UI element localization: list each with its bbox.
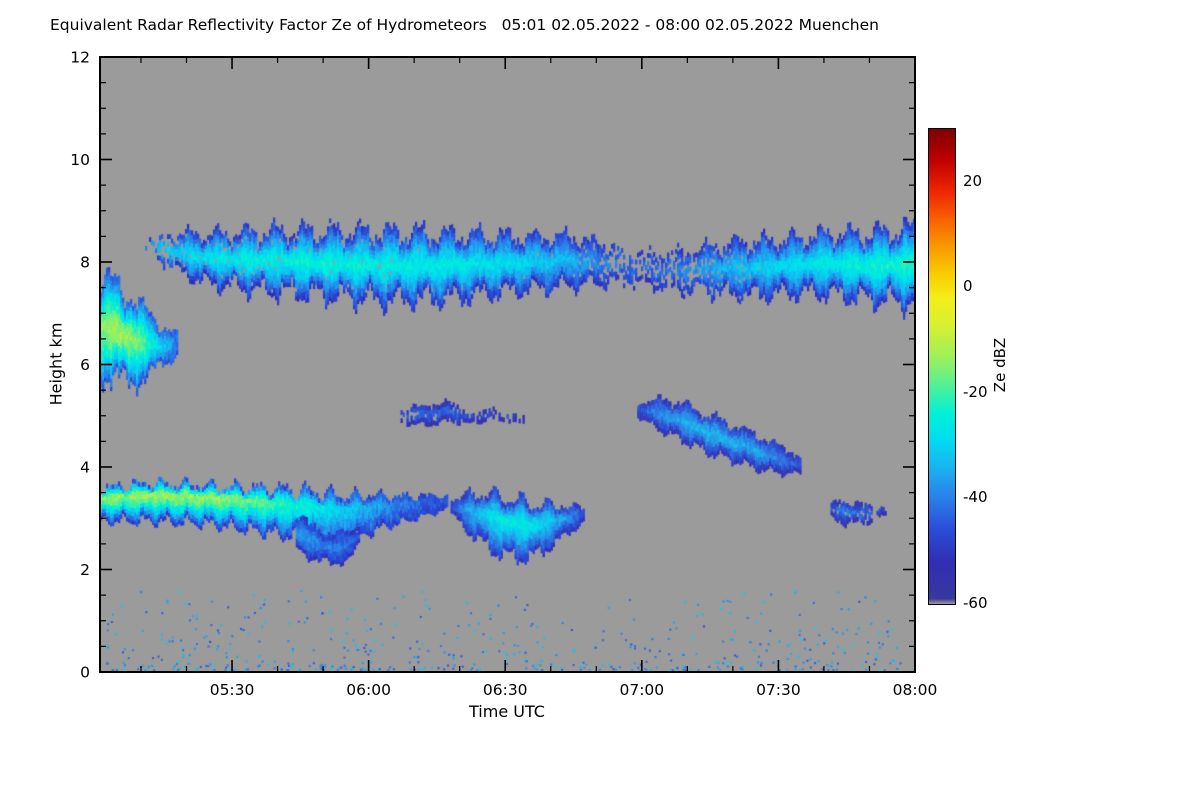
y-tick-label: 4 (80, 459, 90, 477)
x-axis-label: Time UTC (469, 702, 545, 721)
plot-canvas (100, 57, 915, 672)
y-tick-label: 0 (80, 664, 90, 682)
y-tick-label: 10 (70, 151, 90, 169)
colorbar-tick-label: -60 (963, 594, 988, 612)
y-axis-label: Height km (46, 322, 66, 406)
x-tick-label: 07:30 (756, 681, 801, 699)
chart-title: Equivalent Radar Reflectivity Factor Ze … (50, 16, 879, 34)
x-tick-label: 08:00 (893, 681, 938, 699)
colorbar-label: Ze dBZ (991, 337, 1009, 393)
y-tick-label: 2 (80, 561, 90, 579)
y-tick-label: 6 (80, 356, 90, 374)
x-tick-label: 06:00 (346, 681, 391, 699)
colorbar-tick-label: -20 (963, 382, 988, 401)
y-tick-label: 8 (80, 254, 90, 272)
colorbar-tick-label: -40 (963, 488, 988, 507)
x-tick-label: 07:00 (619, 681, 664, 699)
colorbar-tick-label: 0 (963, 277, 973, 296)
x-tick-label: 05:30 (210, 681, 255, 699)
y-tick-label: 12 (70, 49, 90, 67)
colorbar-gradient (929, 129, 955, 604)
colorbar (928, 128, 956, 605)
x-tick-label: 06:30 (483, 681, 528, 699)
colorbar-tick-label: 20 (963, 171, 983, 190)
